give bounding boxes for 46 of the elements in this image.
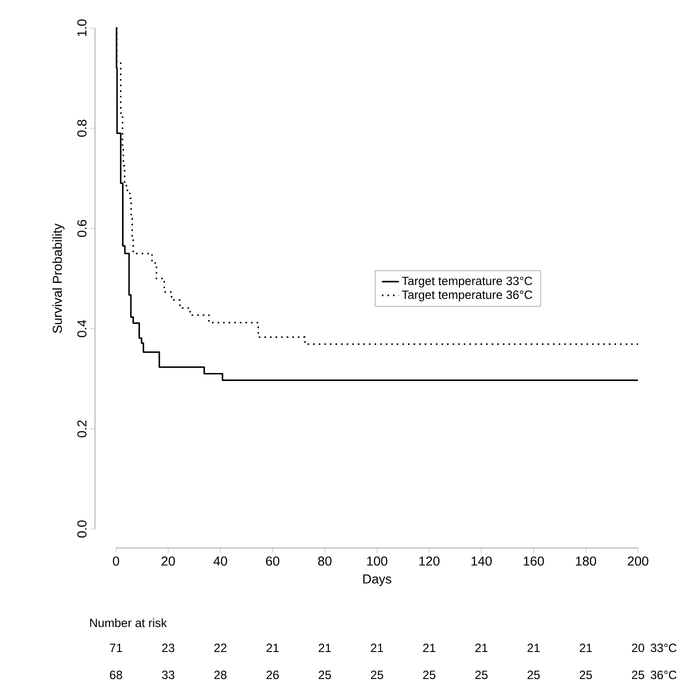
text: 25 xyxy=(528,670,540,680)
text: 28 xyxy=(214,670,227,680)
y-tick-label: 0.0 xyxy=(77,520,86,538)
x-tick-label: 160 xyxy=(524,556,544,566)
y-tick-label: 1.0 xyxy=(77,19,86,36)
x-tick-label: 0 xyxy=(112,556,120,566)
text: 33°C xyxy=(650,644,676,652)
x-tick-label: 180 xyxy=(576,556,596,566)
text: 21 xyxy=(528,644,540,652)
text: 36°C xyxy=(650,670,676,680)
text: 25 xyxy=(475,670,488,680)
x-tick-label: 60 xyxy=(266,556,280,566)
legend-label: Target temperature 33°C xyxy=(402,276,532,288)
x-tick-label: 40 xyxy=(213,556,228,566)
x-tick-label: 200 xyxy=(628,556,648,566)
text: 21 xyxy=(580,644,592,652)
x-tick-label: 120 xyxy=(419,556,440,566)
y-tick-label: 0.2 xyxy=(77,420,86,438)
text: 21 xyxy=(475,644,488,652)
text: Number at risk xyxy=(90,618,167,628)
text: 26 xyxy=(266,670,279,680)
x-tick-label: 100 xyxy=(367,556,388,566)
legend-label: Target temperature 36°C xyxy=(402,290,532,302)
y-axis-title: Survival Probability xyxy=(52,223,64,333)
text: 21 xyxy=(266,644,279,652)
text: 20 xyxy=(632,644,644,652)
text: 71 xyxy=(110,644,122,652)
x-tick-label: 140 xyxy=(472,556,492,566)
text: 25 xyxy=(370,670,384,680)
text: 21 xyxy=(423,644,436,652)
y-tick-label: 0.6 xyxy=(77,220,86,237)
text: 22 xyxy=(214,644,226,652)
x-axis-title: Days xyxy=(363,574,392,586)
text: 25 xyxy=(318,670,331,680)
x-tick-label: 80 xyxy=(318,556,332,566)
text: 21 xyxy=(318,644,331,652)
text: 25 xyxy=(580,670,592,680)
text: 33 xyxy=(162,670,174,680)
y-tick-label: 0.8 xyxy=(77,120,86,137)
text: 25 xyxy=(632,670,644,680)
text: 23 xyxy=(162,644,174,652)
y-tick-label: 0.4 xyxy=(77,320,86,338)
text: 25 xyxy=(423,670,436,680)
x-tick-label: 20 xyxy=(162,556,175,566)
text: 68 xyxy=(110,670,122,680)
text: 21 xyxy=(370,644,384,652)
